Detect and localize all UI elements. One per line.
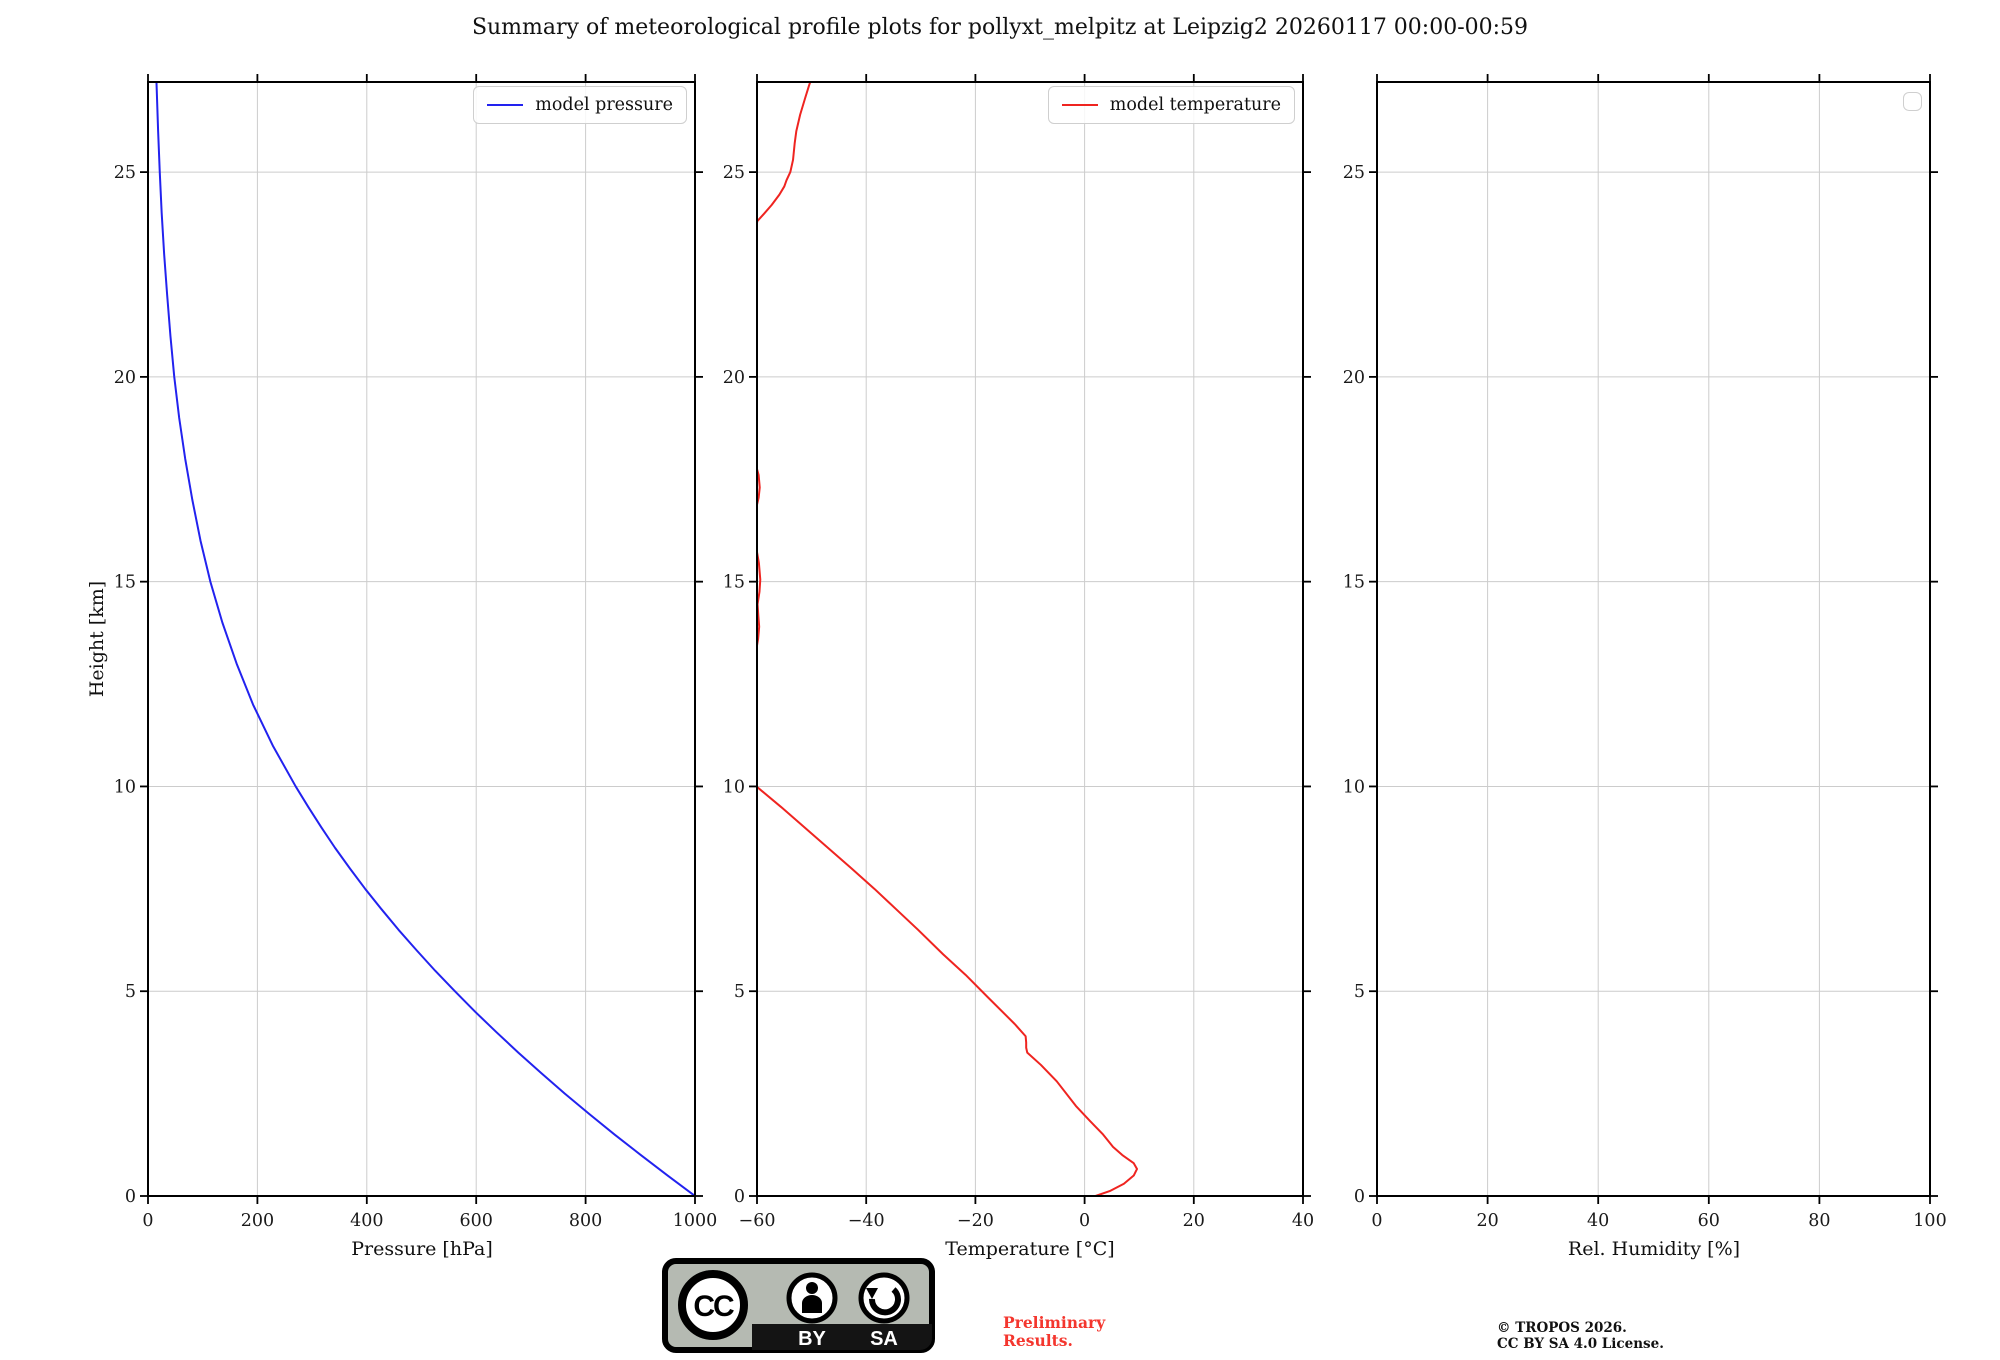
x-tick-label: 0 (1371, 1211, 1382, 1231)
y-tick-label: 15 (114, 573, 136, 593)
x-tick-label: 80 (1808, 1211, 1830, 1231)
series-model-pressure (155, 82, 695, 1196)
x-tick-label: −60 (739, 1211, 776, 1231)
x-tick-label: 400 (350, 1211, 383, 1231)
temperature-line-swatch (1061, 104, 1098, 106)
y-axis-label-height: Height [km] (86, 580, 108, 698)
svg-text:CC: CC (693, 1290, 734, 1323)
axes-spines (756, 81, 1304, 1197)
x-tick-label: −40 (848, 1211, 885, 1231)
pressure-line-swatch (487, 104, 524, 106)
y-tick-label: 20 (723, 368, 745, 388)
y-tick-label: 20 (1343, 368, 1365, 388)
profile-panel-1: −60 −40 −20 0 20 40 0 5 10 15 20 25 (723, 74, 1314, 1231)
legend-pressure: model pressure (473, 86, 687, 124)
y-tick-label: 25 (1343, 163, 1365, 183)
axes-spines (1376, 81, 1931, 1197)
x-tick-label: 0 (142, 1211, 153, 1231)
x-tick-label: 0 (1079, 1211, 1090, 1231)
series-model-temperature (757, 82, 1139, 1196)
y-tick-label: 10 (723, 777, 745, 797)
y-tick-label: 5 (125, 982, 136, 1002)
badge-bottom-bar (752, 1324, 932, 1350)
x-tick-label: 600 (459, 1211, 492, 1231)
x-tick-label: 800 (569, 1211, 602, 1231)
legend-pressure-label: model pressure (535, 95, 673, 115)
figure-title: Summary of meteorological profile plots … (471, 15, 1529, 40)
sa-share-alike-icon (858, 1272, 910, 1324)
cc-badge-graphic: CC BY SA (662, 1258, 935, 1353)
y-tick-label: 5 (1354, 982, 1365, 1002)
x-axis-label-pressure: Pressure [hPa] (351, 1238, 493, 1260)
legend-humidity-empty (1903, 92, 1922, 111)
y-tick-label: 20 (114, 368, 136, 388)
legend-temperature-label: model temperature (1109, 95, 1281, 115)
profile-panel-0: 0 200 400 600 800 1000 0 5 10 15 20 25 (114, 74, 718, 1231)
x-tick-label: 40 (1587, 1211, 1609, 1231)
y-tick-label: 15 (1343, 573, 1365, 593)
y-tick-label: 25 (723, 163, 745, 183)
y-tick-label: 0 (1354, 1187, 1365, 1207)
x-tick-label: 20 (1183, 1211, 1205, 1231)
y-tick-label: 0 (734, 1187, 745, 1207)
y-tick-label: 10 (1343, 777, 1365, 797)
x-axis-label-humidity: Rel. Humidity [%] (1567, 1238, 1741, 1260)
copyright-line1: © TROPOS 2026. (1497, 1320, 1627, 1336)
copyright-note: © TROPOS 2026. CC BY SA 4.0 License. (1497, 1320, 1664, 1352)
by-person-icon (786, 1272, 838, 1324)
x-tick-label: 20 (1476, 1211, 1498, 1231)
x-axis-label-temperature: Temperature [°C] (945, 1238, 1115, 1260)
preliminary-line1: Preliminary (1003, 1313, 1106, 1332)
y-tick-label: 10 (114, 777, 136, 797)
x-tick-label: −20 (957, 1211, 994, 1231)
x-tick-label: 200 (241, 1211, 274, 1231)
figure-footer: CC BY SA Preliminary Results. © TROPOS 20… (0, 1252, 2000, 1360)
preliminary-results-note: Preliminary Results. (1003, 1314, 1105, 1350)
x-tick-label: 60 (1698, 1211, 1720, 1231)
cc-license-badge: CC BY SA (662, 1258, 935, 1357)
copyright-line2: CC BY SA 4.0 License. (1497, 1336, 1664, 1353)
badge-by-label: BY (798, 1328, 826, 1350)
y-tick-label: 0 (125, 1187, 136, 1207)
x-tick-label: 40 (1292, 1211, 1314, 1231)
y-tick-label: 25 (114, 163, 136, 183)
profile-panel-2: 0 20 40 60 80 100 0 5 10 15 20 25 (1343, 74, 1947, 1231)
y-tick-label: 15 (723, 573, 745, 593)
axes-spines (147, 81, 696, 1197)
legend-temperature: model temperature (1047, 86, 1295, 124)
badge-sa-label: SA (870, 1328, 898, 1350)
cc-icon: CC (678, 1270, 748, 1340)
preliminary-line2: Results. (1003, 1330, 1073, 1350)
x-tick-label: 100 (1913, 1211, 1946, 1231)
x-tick-label: 1000 (673, 1211, 718, 1231)
y-tick-label: 5 (734, 982, 745, 1002)
